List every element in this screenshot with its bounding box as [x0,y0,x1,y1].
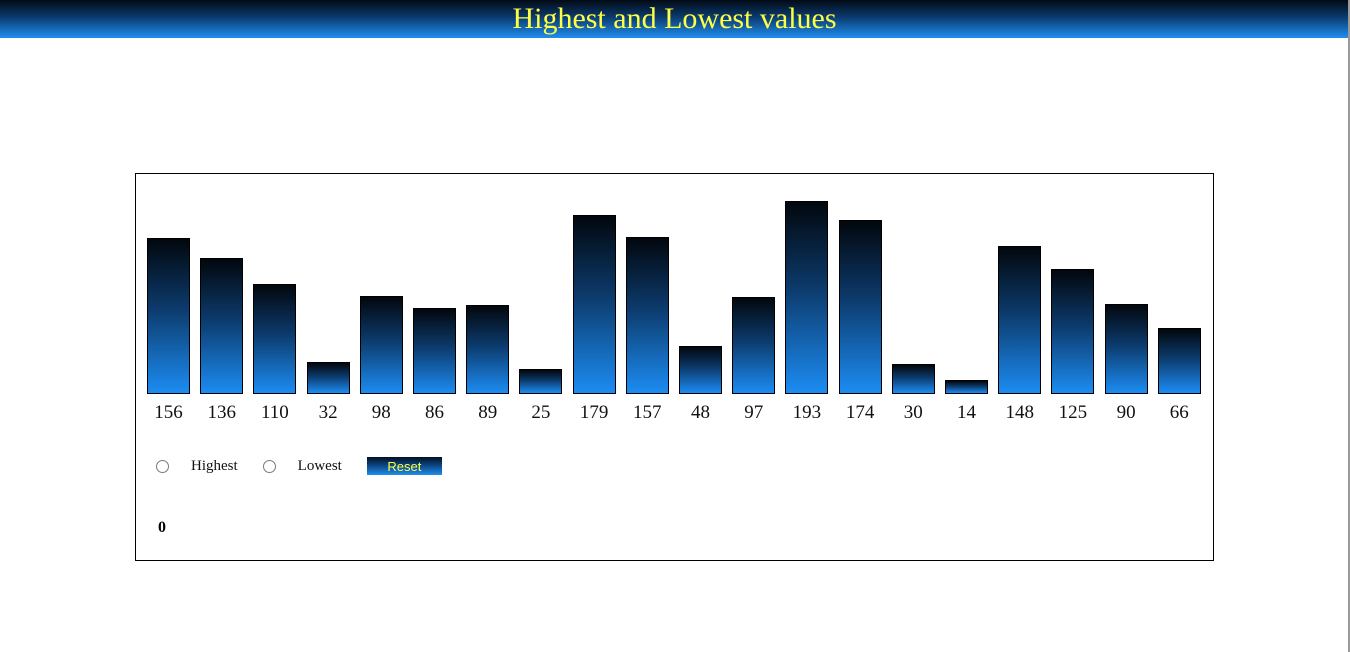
bar-15 [945,380,988,394]
bar-14 [891,364,935,394]
controls: Highest Lowest Reset [156,456,442,476]
bar-13 [838,220,882,394]
lowest-radio[interactable] [262,459,276,473]
bar-8 [572,215,616,394]
result-value: 0 [158,519,166,536]
chart-panel: 156 136 110 32 98 86 89 25 179 157 48 97 193 174 30 14 1… [135,173,1214,561]
bar-value-label: 148 [1005,402,1034,423]
bar-11 [732,297,776,394]
bar-7 [519,369,563,394]
bar-4 [359,296,403,394]
bar-value-label: 86 [425,402,444,423]
bar-3 [306,362,350,394]
bar-value-label: 157 [633,402,662,423]
bar-value-label: 48 [691,402,710,423]
bar-value-label: 14 [957,402,976,423]
highest-label: Highest [191,457,238,474]
bar-chart: 156 136 110 32 98 86 89 25 179 157 48 97 193 174 30 14 1… [136,174,1215,424]
bar-value-label: 32 [318,402,338,423]
window-edge [1348,0,1350,652]
bar-0 [147,238,190,394]
page-title: Highest and Lowest values [512,2,837,35]
bar-value-label: 66 [1169,402,1189,423]
bar-value-label: 156 [154,402,183,423]
bar-9 [625,237,669,394]
reset-button[interactable]: Reset [366,457,442,475]
bar-value-label: 90 [1116,402,1136,423]
bar-5 [413,308,456,394]
bar-6 [466,305,510,394]
bar-10 [679,346,722,394]
bar-value-label: 110 [260,402,289,423]
bar-value-label: 98 [371,402,391,423]
bar-value-label: 174 [845,402,875,423]
bar-value-label: 193 [792,402,822,423]
bar-value-label: 179 [579,402,609,423]
bar-value-label: 89 [478,402,498,423]
bar-value-label: 136 [207,402,236,423]
bar-1 [200,258,244,394]
bar-value-label: 125 [1058,402,1088,423]
bar-12 [785,201,829,394]
bar-2 [253,284,297,394]
lowest-label: Lowest [297,457,342,474]
bar-16 [998,246,1042,394]
bar-value-label: 97 [744,402,764,423]
header-bar: Highest and Lowest values [0,0,1349,38]
bar-17 [1051,269,1095,394]
bar-value-label: 25 [531,402,551,423]
highest-radio[interactable] [156,459,169,473]
bar-18 [1104,304,1148,394]
bar-19 [1157,328,1201,394]
bar-value-label: 30 [903,402,923,423]
